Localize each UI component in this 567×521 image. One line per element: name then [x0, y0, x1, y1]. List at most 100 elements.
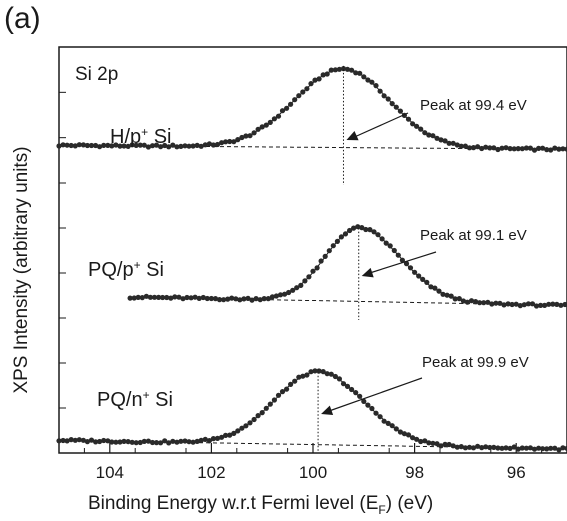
data-point	[101, 437, 107, 444]
x-axis-label-end: ) (eV)	[385, 493, 434, 514]
data-point	[292, 97, 298, 103]
data-point	[294, 285, 300, 291]
data-point	[458, 143, 464, 149]
data-point	[133, 142, 139, 148]
data-point	[493, 300, 499, 306]
data-point	[64, 438, 70, 444]
data-point	[324, 71, 330, 77]
data-point	[237, 297, 243, 303]
peak-annotation: Peak at 99.9 eV	[422, 354, 529, 371]
data-point	[361, 398, 367, 404]
data-point	[188, 295, 194, 301]
sample-label-main: H/p	[110, 126, 141, 148]
data-point	[342, 231, 349, 237]
data-point	[438, 137, 444, 143]
data-point	[182, 438, 188, 444]
data-point	[88, 437, 95, 443]
data-point	[158, 440, 164, 446]
data-point	[145, 144, 151, 150]
data-point	[454, 444, 460, 450]
data-point	[401, 431, 407, 437]
data-point	[194, 142, 200, 148]
data-point	[141, 438, 147, 444]
data-point	[371, 229, 377, 235]
data-point	[72, 143, 78, 149]
data-point	[389, 101, 395, 107]
data-point	[456, 296, 462, 302]
x-tick-label: 96	[507, 463, 526, 482]
data-point	[149, 439, 156, 446]
data-point	[536, 445, 542, 451]
data-point	[170, 438, 176, 444]
data-point	[359, 225, 365, 231]
data-point	[243, 423, 249, 429]
data-point	[450, 443, 456, 449]
data-point	[322, 253, 328, 259]
data-point	[475, 144, 481, 150]
data-point	[519, 146, 525, 152]
data-point	[332, 67, 338, 73]
data-point	[416, 273, 422, 279]
data-point	[208, 295, 214, 302]
data-point	[485, 299, 491, 305]
data-point	[219, 140, 225, 146]
data-point	[344, 66, 351, 72]
data-point	[487, 145, 493, 151]
data-point	[170, 142, 176, 148]
data-point	[531, 147, 538, 153]
data-point	[529, 301, 536, 307]
data-point	[143, 293, 149, 299]
data-point	[229, 295, 235, 301]
data-point	[166, 440, 172, 446]
data-point	[365, 402, 371, 408]
data-point	[216, 297, 223, 303]
data-point	[227, 138, 233, 145]
data-point	[288, 101, 294, 107]
data-point	[84, 142, 90, 149]
data-point	[377, 88, 383, 94]
x-tick-label: 100	[299, 463, 327, 482]
data-point	[475, 443, 481, 449]
data-point	[495, 146, 501, 153]
x-tick-label: 98	[405, 463, 424, 482]
data-point	[235, 428, 241, 434]
data-point	[263, 405, 269, 411]
data-point	[296, 93, 302, 99]
data-point	[564, 445, 567, 451]
data-point	[129, 142, 135, 148]
sample-label: H/p+ Si	[110, 125, 171, 148]
data-point	[442, 441, 448, 447]
data-point	[105, 142, 111, 148]
data-point	[225, 296, 231, 302]
data-point	[399, 257, 405, 263]
data-point	[56, 438, 62, 444]
data-point	[495, 445, 501, 451]
data-point	[405, 116, 412, 122]
axis-ticks: 104 102 100 98 96	[59, 91, 543, 482]
data-point	[414, 436, 420, 442]
data-point	[166, 144, 172, 150]
data-point	[255, 126, 261, 132]
data-point	[353, 390, 359, 396]
data-point	[338, 234, 344, 240]
data-point	[56, 143, 62, 149]
sample-label-superscript: +	[143, 388, 150, 402]
data-point	[479, 445, 485, 451]
data-point	[202, 142, 208, 148]
data-point	[554, 301, 560, 307]
peak-arrow-shaft	[328, 377, 423, 412]
data-point	[499, 445, 505, 451]
data-point	[531, 446, 538, 452]
data-point	[466, 145, 473, 151]
data-point	[444, 292, 450, 298]
data-point	[326, 248, 332, 254]
sample-label: PQ/p+ Si	[88, 258, 164, 281]
data-point	[206, 438, 212, 444]
data-point	[548, 147, 554, 153]
data-point	[304, 86, 310, 92]
data-point	[284, 105, 290, 111]
data-point	[202, 436, 208, 442]
data-point	[462, 143, 468, 149]
data-point	[259, 410, 265, 416]
data-point	[517, 303, 523, 309]
